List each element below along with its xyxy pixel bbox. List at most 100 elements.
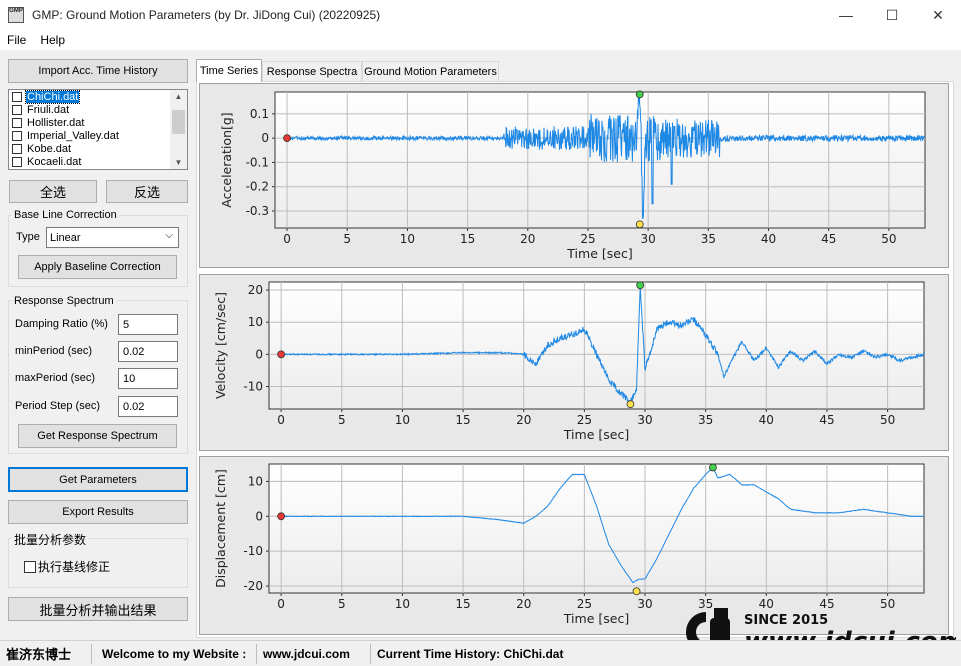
tab-response-spectra[interactable]: Response Spectra [262,61,362,81]
list-item[interactable]: Friuli.dat [9,103,187,116]
series-line [280,285,925,404]
baseline-checkbox-row[interactable]: 执行基线修正 [24,558,110,575]
get-parameters-button[interactable]: Get Parameters [8,467,188,492]
status-welcome: Welcome to my Website : [92,643,257,664]
x-tick-label: 45 [819,413,834,427]
list-item[interactable]: Hollister.dat [9,116,187,129]
x-tick-label: 0 [277,413,285,427]
invert-selection-button[interactable]: 反选 [106,180,188,203]
x-tick-label: 15 [455,413,470,427]
apply-baseline-button[interactable]: Apply Baseline Correction [18,255,177,279]
y-tick-label: 0.1 [250,107,269,121]
file-name: Kobe.dat [27,142,72,155]
min-period-input[interactable]: 0.02 [118,341,178,362]
type-label: Type [16,231,40,243]
status-current-file: Current Time History: ChiChi.dat [377,646,564,661]
x-tick-label: 40 [759,597,774,611]
menu-file[interactable]: File [7,33,27,47]
batch-run-button[interactable]: 批量分析并输出结果 [8,597,188,621]
list-item[interactable]: Kobe.dat [9,142,187,155]
file-checkbox[interactable] [12,117,22,128]
x-axis-label: Time [sec] [563,611,629,626]
x-tick-label: 10 [395,413,410,427]
title-bar: GMP GMP: Ground Motion Parameters (by Dr… [0,0,961,30]
x-tick-label: 10 [400,232,415,246]
menu-help[interactable]: Help [40,33,66,47]
max-period-input[interactable]: 10 [118,368,178,389]
velocity-chart[interactable]: 0 5 10 15 20 25 30 35 40 45 50 20 10 0 -10 Time [sec] Ve… [200,275,948,450]
list-item[interactable]: ChiChi.dat [9,90,187,104]
get-spectrum-button[interactable]: Get Response Spectrum [18,424,177,448]
y-tick-label: 10 [248,315,263,329]
peak-marker [626,400,635,409]
baseline-type-value: Linear [50,231,81,244]
x-tick-label: 40 [761,232,776,246]
x-tick-label: 40 [759,413,774,427]
x-tick-label: 5 [338,597,346,611]
list-item[interactable]: Imperial_Valley.dat [9,129,187,142]
acceleration-chart-frame: 0 5 10 15 20 25 30 35 40 45 50 0.1 0 -0.1 -0.2 -0.3 Time… [199,83,949,268]
minimize-button[interactable]: — [839,7,853,23]
y-tick-label: -0.2 [246,180,269,194]
x-tick-label: 20 [520,232,535,246]
peak-marker [635,90,644,99]
file-list[interactable]: ChiChi.dat Friuli.dat Hollister.dat Imperia… [8,89,188,170]
maximize-button[interactable]: ☐ [885,6,899,23]
x-tick-label: 10 [395,597,410,611]
x-tick-label: 35 [698,413,713,427]
x-tick-label: 25 [580,232,595,246]
status-site-link[interactable]: www.jdcui.com [257,643,371,664]
select-all-button[interactable]: 全选 [9,180,97,203]
period-step-input[interactable]: 0.02 [118,396,178,417]
file-checkbox[interactable] [12,143,22,154]
baseline-checkbox[interactable] [24,560,36,573]
file-checkbox[interactable] [12,130,22,141]
acceleration-chart[interactable]: 0 5 10 15 20 25 30 35 40 45 50 0.1 0 -0.1 -0.2 -0.3 Time… [200,84,948,267]
scroll-up-icon[interactable]: ▲ [174,92,183,101]
x-tick-label: 45 [819,597,834,611]
y-axis-label: Velocity [cm/sec] [213,292,228,399]
chevron-down-icon: ⌵ [165,230,173,241]
file-list-scrollbar[interactable]: ▲ ▼ [170,90,187,169]
scroll-thumb[interactable] [172,110,185,134]
y-tick-label: -0.1 [246,155,269,169]
peak-marker [632,587,641,596]
spectrum-group-title: Response Spectrum [12,295,116,307]
y-tick-label: -10 [243,544,263,558]
file-checkbox[interactable] [12,156,22,167]
x-tick-label: 0 [283,232,291,246]
y-tick-label: 0 [255,347,263,361]
x-tick-label: 45 [821,232,836,246]
y-axis-label: Acceleration[g] [219,112,234,207]
displacement-chart[interactable]: 0 5 10 15 20 25 30 35 40 45 50 10 0 -10 -20 Time [sec] D… [200,457,948,634]
peak-marker [283,134,291,143]
list-item[interactable]: Kocaeli.dat [9,155,187,168]
baseline-group-title: Base Line Correction [12,209,119,221]
file-name: Friuli.dat [27,103,70,116]
y-tick-label: -20 [243,579,263,593]
x-tick-label: 25 [577,413,592,427]
tab-ground-motion-parameters[interactable]: Ground Motion Parameters [362,61,499,81]
watermark-since: SINCE 2015 [744,613,828,628]
file-name: ChiChi.dat [24,90,81,104]
baseline-type-select[interactable]: Linear ⌵ [46,227,179,248]
app-icon: GMP [8,7,24,23]
file-checkbox[interactable] [12,91,22,102]
tab-time-series[interactable]: Time Series [196,59,262,82]
menu-bar: File Help [0,30,961,50]
batch-group [8,538,188,588]
scroll-down-icon[interactable]: ▼ [174,158,183,167]
x-tick-label: 15 [460,232,475,246]
x-tick-label: 35 [701,232,716,246]
peak-marker [277,512,286,521]
x-tick-label: 15 [455,597,470,611]
series-line [286,91,926,219]
status-bar: 崔济东博士 Welcome to my Website : www.jdcui.… [0,640,961,666]
plot-area [268,463,925,594]
damping-input[interactable]: 5 [118,314,178,335]
file-checkbox[interactable] [12,104,22,115]
export-results-button[interactable]: Export Results [8,500,188,524]
close-button[interactable]: ✕ [932,6,944,23]
import-button[interactable]: Import Acc. Time History [8,59,188,83]
x-tick-label: 5 [343,232,351,246]
